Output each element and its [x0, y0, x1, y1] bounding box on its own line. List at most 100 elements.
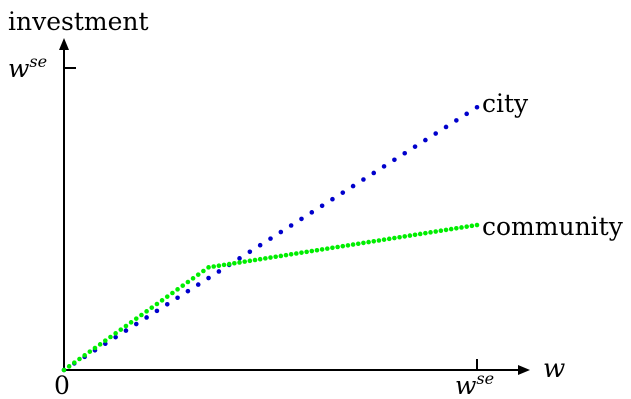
data-point-community	[252, 257, 258, 263]
data-point-community	[371, 239, 377, 244]
data-point-community	[92, 345, 98, 351]
data-point-community	[340, 243, 346, 249]
series-city	[61, 104, 480, 373]
data-point-city	[319, 203, 325, 209]
x-tick-label-wse: wse	[455, 369, 494, 399]
data-point-community	[123, 323, 129, 329]
data-point-community	[330, 245, 335, 251]
data-point-community	[263, 256, 268, 261]
data-point-community	[216, 263, 222, 268]
data-point-city	[185, 288, 191, 294]
data-point-city	[288, 223, 294, 228]
x-tick-label-zero: 0	[54, 371, 70, 399]
data-point-community	[324, 246, 330, 251]
data-point-city	[330, 196, 335, 202]
data-point-community	[133, 316, 139, 321]
data-point-community	[335, 244, 340, 250]
data-point-community	[97, 342, 103, 347]
data-point-community	[237, 260, 242, 265]
data-point-city	[371, 170, 377, 176]
data-point-community	[144, 309, 149, 314]
data-point-community	[294, 251, 299, 256]
data-point-community	[232, 260, 237, 266]
series-label-community: community	[482, 212, 624, 241]
data-point-community	[242, 259, 247, 264]
data-point-community	[288, 252, 294, 257]
data-point-community	[164, 294, 170, 299]
data-point-community	[170, 290, 175, 296]
data-point-city	[154, 308, 160, 314]
data-point-community	[412, 232, 418, 238]
data-point-community	[474, 222, 480, 228]
data-point-community	[128, 320, 134, 325]
x-axis-arrow	[518, 365, 530, 375]
data-point-city	[361, 177, 366, 182]
data-point-city	[402, 150, 408, 156]
data-point-community	[438, 228, 444, 234]
data-point-city	[247, 249, 253, 255]
data-point-city	[299, 216, 304, 222]
data-point-community	[350, 242, 356, 247]
data-point-city	[278, 229, 284, 235]
data-point-community	[77, 356, 82, 362]
data-point-community	[366, 239, 371, 245]
data-point-community	[407, 233, 413, 238]
data-point-community	[139, 312, 144, 318]
data-point-community	[221, 262, 227, 268]
data-point-city	[423, 137, 428, 143]
data-point-community	[397, 234, 402, 240]
data-point-city	[206, 275, 211, 281]
data-point-community	[159, 298, 165, 303]
x-tick-label-sup: se	[476, 369, 494, 388]
data-point-city	[392, 157, 397, 163]
data-point-community	[103, 338, 108, 343]
series-label-city: city	[482, 89, 529, 118]
data-point-community	[355, 241, 361, 247]
data-point-community	[154, 301, 160, 307]
data-point-community	[361, 240, 366, 246]
data-point-city	[257, 242, 263, 248]
x-tick-label-main: w	[455, 371, 476, 399]
data-point-community	[82, 353, 87, 358]
data-point-city	[144, 315, 149, 320]
data-point-city	[123, 328, 129, 333]
data-point-city	[216, 269, 222, 274]
data-point-community	[423, 230, 428, 236]
y-axis-arrow	[59, 38, 69, 50]
data-point-community	[195, 272, 201, 277]
data-point-community	[376, 238, 382, 243]
series-community	[61, 222, 480, 373]
data-point-community	[149, 305, 155, 310]
data-point-community	[417, 231, 423, 237]
data-point-community	[428, 230, 433, 235]
data-point-community	[319, 247, 325, 252]
data-point-community	[299, 250, 304, 255]
data-point-city	[474, 104, 480, 110]
data-point-city	[340, 190, 346, 195]
data-point-community	[180, 283, 186, 288]
data-point-city	[412, 144, 418, 149]
data-point-community	[247, 258, 253, 264]
data-point-community	[448, 226, 454, 232]
y-axis-label: investment	[8, 7, 149, 36]
data-point-city	[164, 302, 170, 307]
data-point-community	[392, 235, 397, 241]
data-point-city	[237, 256, 242, 261]
data-point-city	[433, 131, 439, 136]
data-point-community	[454, 225, 459, 231]
data-point-community	[304, 249, 309, 255]
data-point-community	[309, 248, 315, 254]
data-point-city	[133, 321, 139, 327]
data-point-community	[459, 225, 464, 230]
data-point-community	[443, 227, 449, 233]
data-point-community	[185, 279, 191, 285]
data-point-community	[381, 237, 387, 242]
data-point-community	[386, 236, 392, 242]
data-point-community	[211, 264, 217, 269]
data-point-community	[268, 255, 273, 260]
data-point-city	[443, 124, 449, 130]
data-point-city	[195, 282, 201, 287]
data-point-city	[309, 210, 315, 215]
data-point-community	[87, 349, 93, 354]
